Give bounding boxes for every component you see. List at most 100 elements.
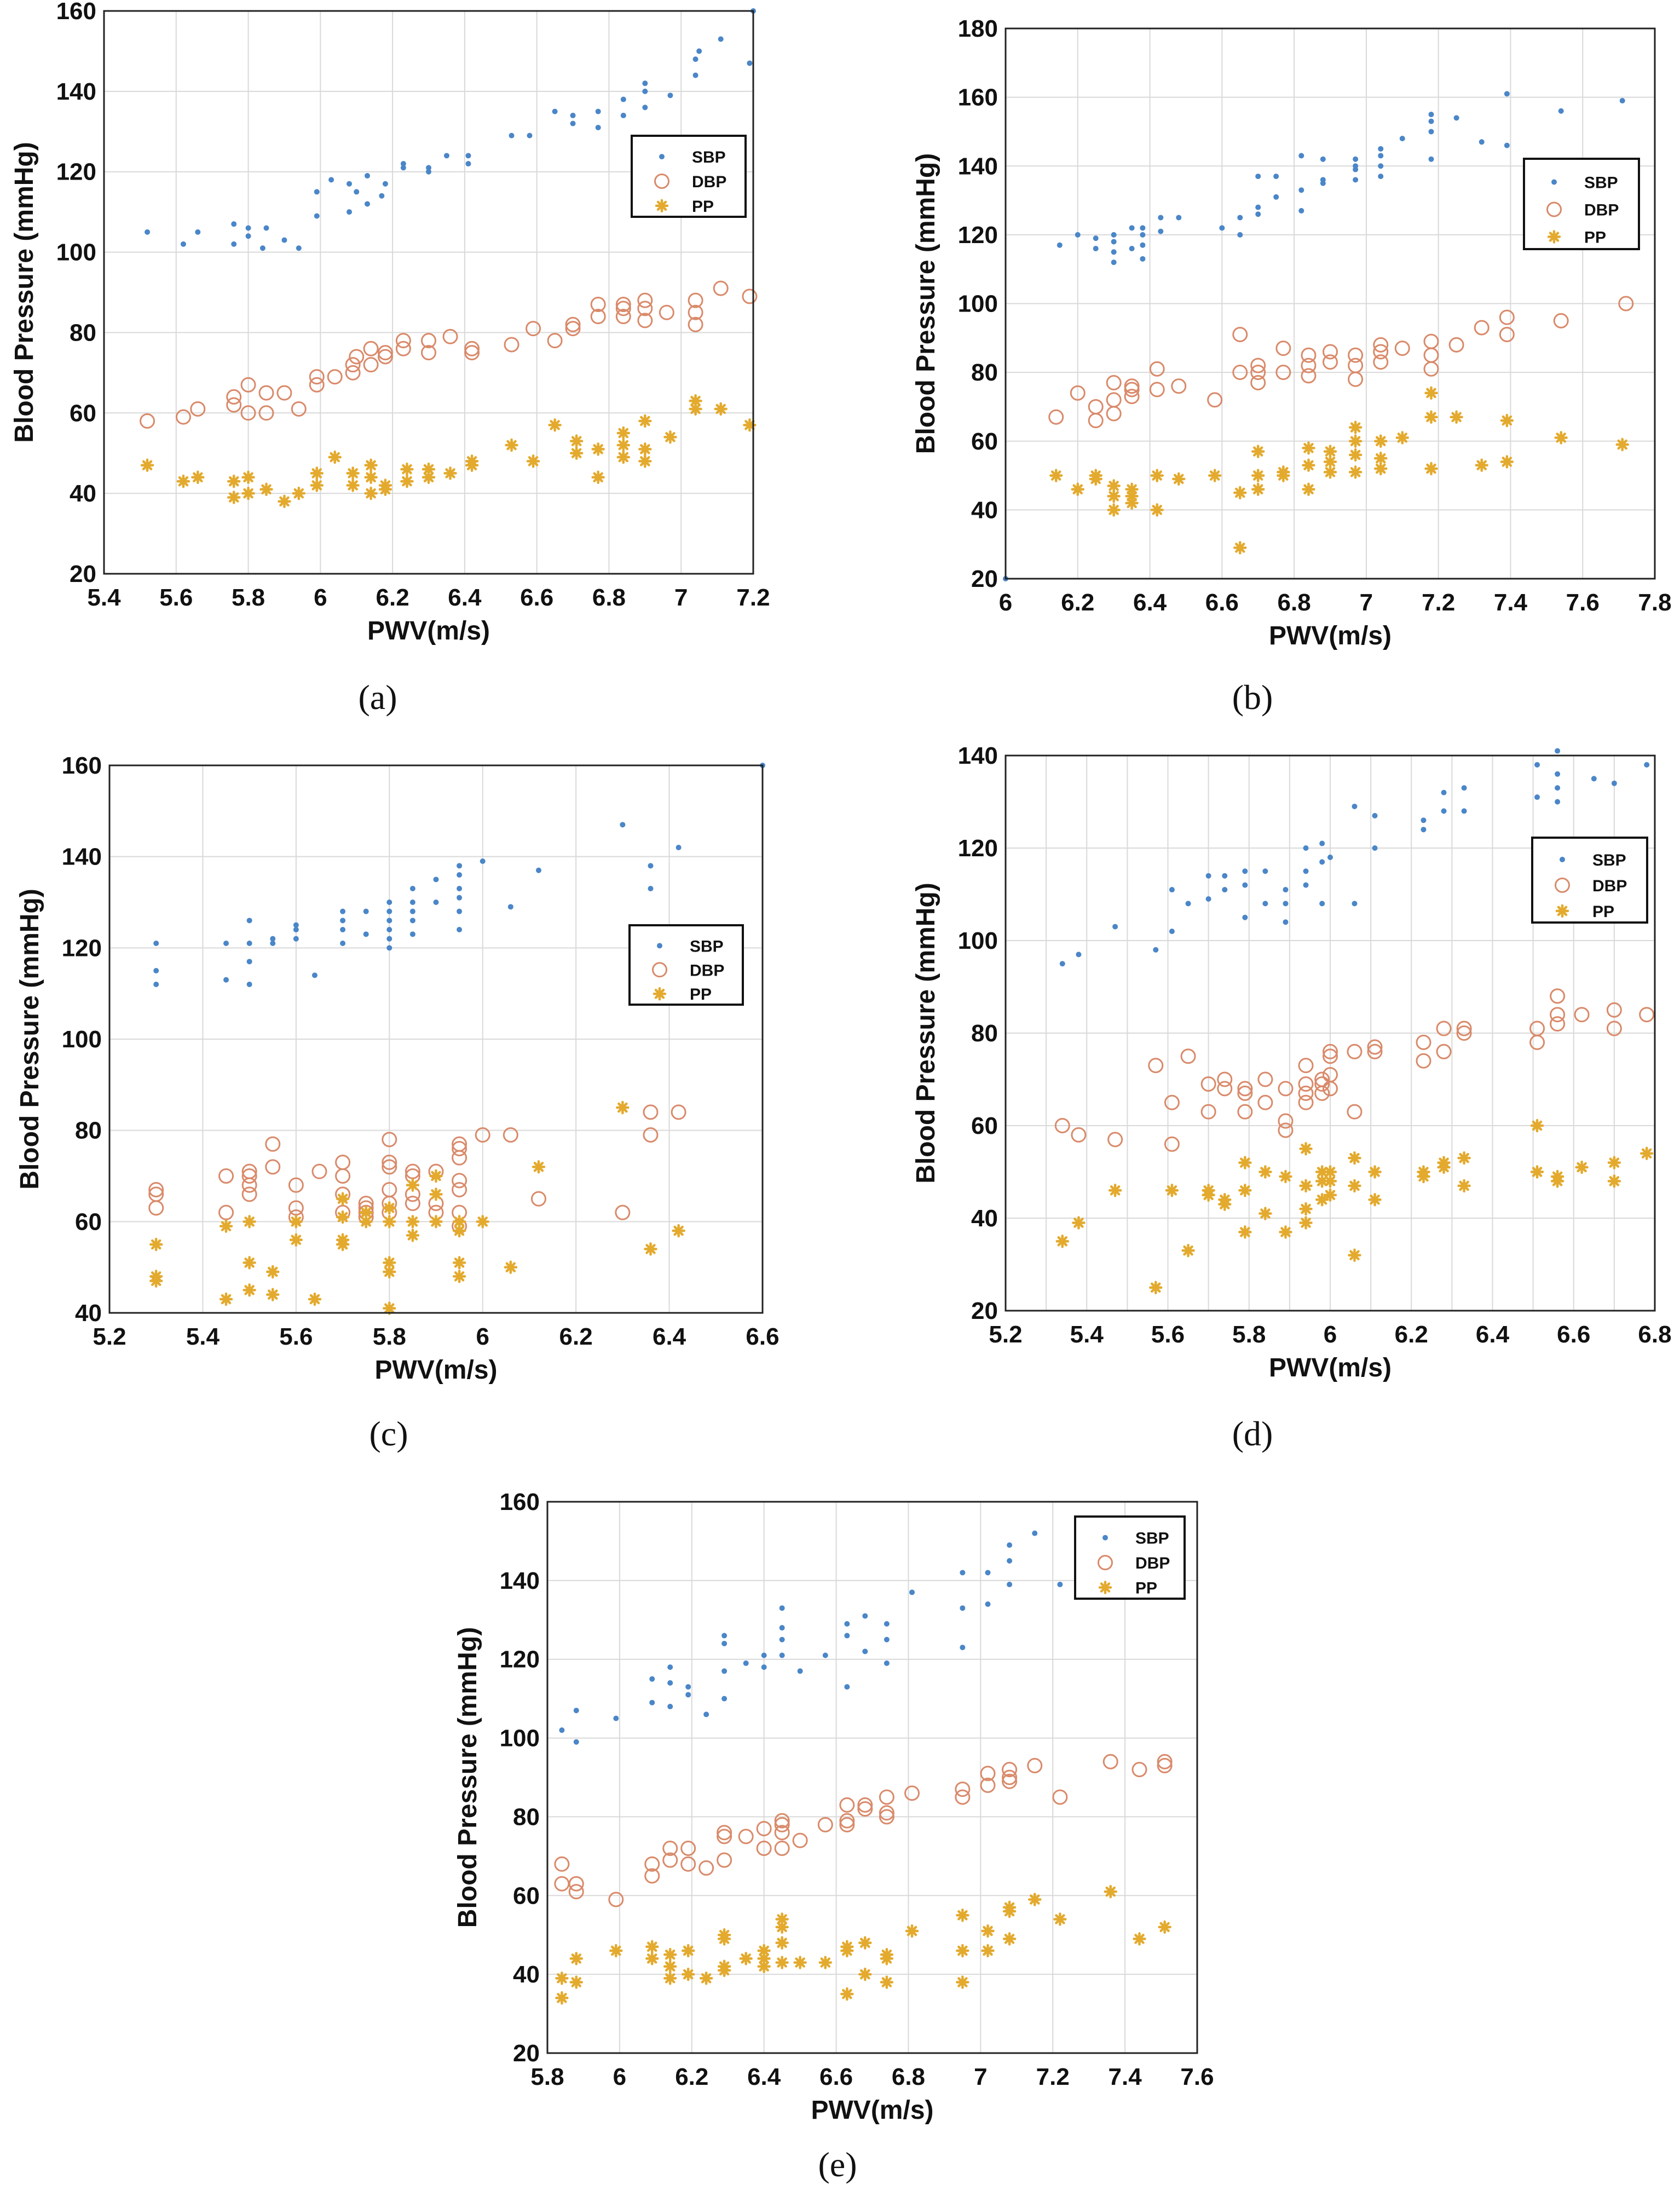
legend-marker-dbp — [1546, 201, 1562, 217]
sbp-point — [457, 872, 463, 878]
sbp-point — [1111, 239, 1117, 245]
sbp-point — [844, 1684, 850, 1690]
sbp-point — [1222, 887, 1228, 893]
dbp-point — [1070, 385, 1086, 401]
dbp-point — [608, 1892, 624, 1907]
sbp-point — [354, 189, 360, 195]
dbp-point — [1456, 1025, 1472, 1041]
dbp-point — [1200, 1104, 1216, 1120]
dbp-point — [240, 405, 256, 421]
y-tick-label: 100 — [958, 927, 998, 954]
legend-label-pp: PP — [692, 198, 714, 216]
x-tick-label: 6.6 — [819, 2063, 853, 2090]
dbp-point — [405, 1196, 420, 1211]
sbp-point — [1372, 845, 1378, 851]
dbp-point — [382, 1182, 397, 1197]
sbp-point — [363, 931, 369, 937]
pp-point — [346, 466, 360, 480]
sbp-point — [386, 927, 392, 932]
sbp-point — [1242, 914, 1248, 920]
pp-point — [308, 1292, 322, 1306]
pp-point — [699, 1972, 713, 1985]
dbp-point — [1323, 344, 1338, 360]
dbp-point — [1298, 1076, 1314, 1092]
sbp-point — [779, 1636, 785, 1642]
dbp-point — [1348, 347, 1364, 363]
dbp-point — [1456, 1021, 1472, 1036]
pp-point — [1238, 1184, 1252, 1197]
pp-point — [1368, 1165, 1382, 1179]
sbp-point — [409, 931, 415, 937]
pp-point — [638, 442, 652, 456]
pp-point — [191, 470, 205, 485]
x-axis-label: PWV(m/s) — [374, 1356, 497, 1385]
y-tick-label: 40 — [70, 480, 96, 507]
sbp-point — [386, 936, 392, 942]
pp-point — [383, 1215, 396, 1229]
dbp-point — [839, 1813, 855, 1829]
dbp-point — [405, 1163, 420, 1179]
pp-point — [364, 486, 378, 500]
pp-point — [383, 1301, 396, 1315]
dbp-point — [671, 1104, 686, 1120]
pp-point — [452, 1224, 466, 1238]
pp-point — [1450, 410, 1463, 424]
sbp-point — [844, 1621, 850, 1627]
pp-point — [757, 1944, 771, 1958]
pp-point — [452, 1270, 466, 1283]
sbp-point — [347, 181, 353, 187]
pp-point — [406, 1178, 420, 1192]
sbp-point — [465, 153, 471, 159]
pp-point — [310, 479, 324, 492]
dbp-point — [442, 328, 458, 344]
sbp-point — [1283, 887, 1289, 893]
x-tick-label: 5.4 — [1070, 1321, 1104, 1348]
dbp-point — [1373, 344, 1389, 360]
sbp-point — [797, 1668, 803, 1674]
dbp-point — [335, 1155, 351, 1170]
pp-point — [1107, 503, 1121, 517]
pp-point — [757, 1952, 771, 1965]
dbp-point — [792, 1832, 808, 1848]
dbp-point — [1237, 1085, 1253, 1101]
pp-point — [1299, 1179, 1313, 1193]
x-tick-label: 5.2 — [93, 1323, 126, 1350]
sbp-point — [246, 941, 252, 946]
pp-point — [1500, 455, 1514, 469]
sbp-point — [1303, 845, 1309, 851]
sbp-point — [1007, 1558, 1013, 1564]
legend-label-sbp: SBP — [690, 937, 724, 955]
x-tick-label: 5.4 — [87, 584, 121, 611]
dbp-point — [311, 1163, 327, 1179]
dbp-point — [1323, 1044, 1338, 1059]
dbp-point — [1048, 409, 1064, 425]
y-axis-label: Blood Pressure (mmHg) — [15, 889, 44, 1189]
dbp-point — [1314, 1071, 1330, 1087]
x-tick-label: 5.2 — [989, 1321, 1022, 1348]
dbp-point — [980, 1766, 996, 1782]
legend-marker-pp — [655, 199, 669, 213]
dbp-point — [226, 389, 242, 405]
sbp-point — [1327, 854, 1333, 860]
legend: SBP DBP PP — [1523, 158, 1640, 250]
pp-point — [743, 418, 757, 432]
pp-point — [1072, 1216, 1086, 1230]
sbp-point — [1534, 794, 1540, 800]
sbp-point — [1273, 194, 1279, 200]
sbp-point — [426, 169, 431, 175]
y-tick-label: 100 — [500, 1725, 540, 1752]
legend-marker-sbp — [657, 943, 662, 949]
dbp-point — [1002, 1769, 1018, 1785]
dbp-point — [395, 341, 411, 356]
sbp-point — [281, 237, 287, 243]
sbp-point — [1242, 868, 1248, 874]
sbp-point — [595, 124, 601, 130]
x-axis-label: PWV(m/s) — [811, 2096, 933, 2125]
pp-point — [880, 1975, 894, 1989]
sbp-point — [1319, 901, 1325, 907]
sbp-point — [960, 1605, 966, 1611]
dbp-point — [291, 401, 307, 417]
dbp-point — [1574, 1007, 1590, 1023]
y-tick-label: 60 — [971, 1112, 998, 1139]
x-tick-label: 6.4 — [1133, 589, 1167, 616]
